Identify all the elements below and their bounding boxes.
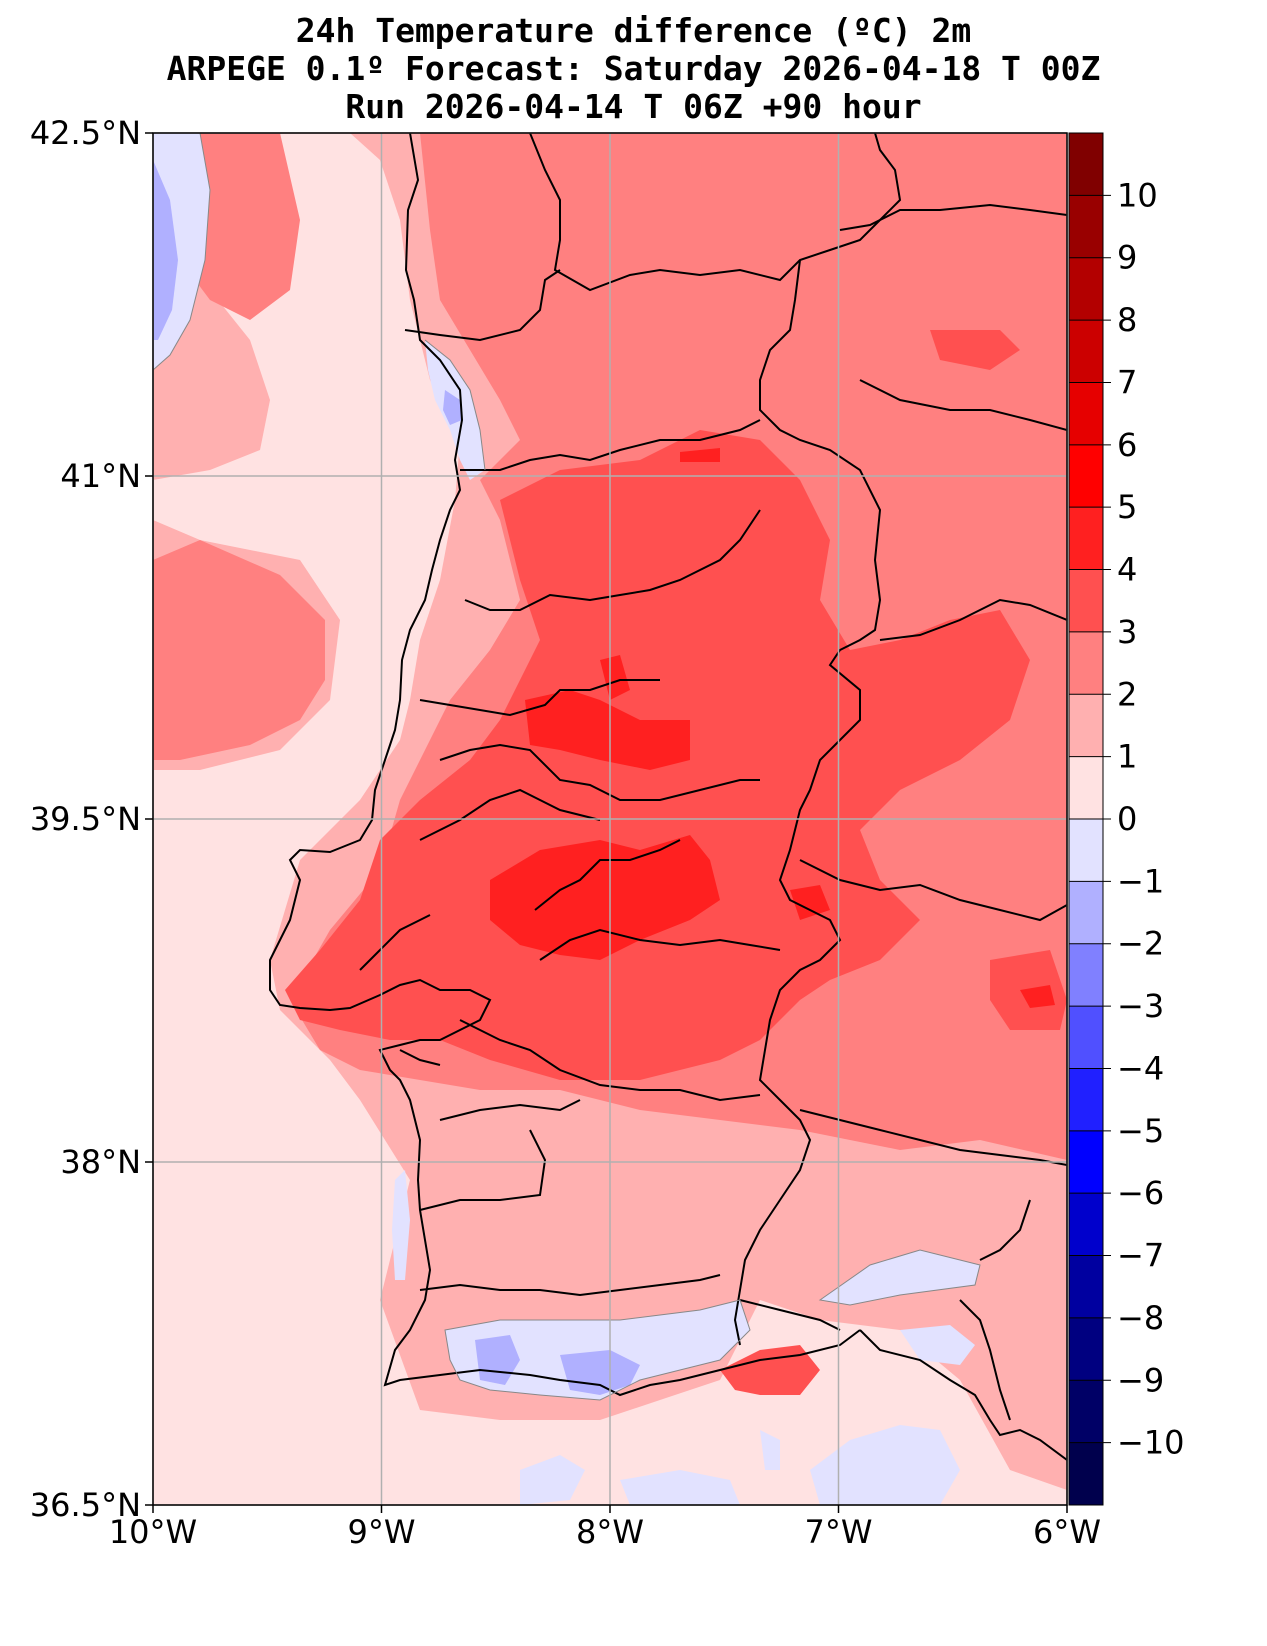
colorbar-bin-16: [1069, 1130, 1103, 1194]
lat-tick-label-0: 42.5°N: [30, 114, 141, 152]
colorbar-bin-10: [1069, 756, 1103, 819]
lat-tick-label-3: 38°N: [60, 1143, 141, 1181]
border-spain-south: [739, 1199, 1031, 1421]
field-neg-coastal-2: [443, 390, 462, 425]
field-neg-south: [520, 1425, 960, 1505]
zero-contour-nw: [153, 133, 211, 371]
colorbar-label-7: 3: [1117, 613, 1137, 651]
zero-contour-east: [818, 1249, 981, 1306]
colorbar-label-2: 8: [1117, 301, 1137, 339]
district-10: [439, 1099, 581, 1121]
colorbar-bin-0: [1069, 133, 1103, 196]
colorbar-label-6: 4: [1117, 551, 1137, 589]
contour-lines: [153, 133, 981, 1401]
district-1: [404, 269, 561, 342]
estuary-1: [359, 914, 431, 971]
colorbar-label-14: −4: [1117, 1049, 1164, 1087]
colorbar-label-16: −6: [1117, 1174, 1164, 1212]
lon-tick-label-2: 8°W: [576, 1513, 644, 1551]
field-neg-south-2: [620, 1470, 740, 1505]
colorbar-label-5: 5: [1117, 488, 1137, 526]
colorbar-bin-3: [1069, 320, 1103, 383]
colorbar-label-3: 7: [1117, 363, 1137, 401]
colorbar-bin-4: [1069, 382, 1103, 445]
colorbar-bin-11: [1069, 819, 1103, 882]
lon-tick-label-4: 6°W: [1033, 1513, 1101, 1551]
colorbar: [1068, 132, 1104, 1506]
title-line-1: 24h Temperature difference (ºC) 2m: [295, 11, 972, 50]
colorbar-bin-20: [1069, 1380, 1103, 1443]
field-bin-3-4-east: [930, 330, 1067, 1030]
colorbar-label-11: −1: [1117, 862, 1164, 900]
colorbar-bin-15: [1069, 1068, 1103, 1131]
field-neg-atlantic-nw-2: [153, 160, 178, 340]
district-3: [464, 509, 761, 611]
field-hot-south: [720, 1345, 820, 1395]
colorbar-bin-6: [1069, 507, 1103, 570]
border-spain-north: [839, 203, 1067, 231]
field-bin-2-3-offshore: [153, 133, 325, 760]
district-5: [439, 743, 760, 801]
colorbar-bin-18: [1069, 1255, 1103, 1318]
colorbar-label-0: 10: [1117, 176, 1158, 214]
borders: [269, 133, 1067, 1461]
field-neg-sw-coast: [392, 1170, 410, 1280]
colorbar-label-8: 2: [1117, 675, 1137, 713]
colorbar-label-10: 0: [1117, 800, 1137, 838]
colorbar-bin-7: [1069, 569, 1103, 632]
zero-contour-algarve: [444, 1299, 751, 1401]
colorbar-bin-14: [1069, 1006, 1103, 1069]
district-9: [459, 1019, 761, 1102]
colorbar-label-19: −9: [1117, 1361, 1164, 1399]
lat-tick-label-2: 39.5°N: [30, 800, 141, 838]
lon-tick-label-3: 7°W: [805, 1513, 873, 1551]
colorbar-bin-1: [1069, 195, 1103, 258]
zero-contour-coast: [424, 339, 486, 471]
estuary-2: [399, 1049, 441, 1066]
title-line-2: ARPEGE 0.1º Forecast: Saturday 2026-04-1…: [166, 49, 1101, 88]
lon-tick-label-1: 9°W: [348, 1513, 416, 1551]
border-east: [733, 259, 882, 1346]
colorbar-bin-5: [1069, 444, 1103, 508]
colorbar-label-1: 9: [1117, 239, 1137, 277]
colorbar-label-12: −2: [1117, 925, 1164, 963]
coastline-spain: [859, 1329, 1067, 1461]
colorbar-label-18: −8: [1117, 1299, 1164, 1337]
district-11: [419, 1129, 547, 1211]
colorbar-label-13: −3: [1117, 987, 1164, 1025]
field-neg-algarve-2: [475, 1335, 640, 1395]
colorbar-bin-17: [1069, 1193, 1103, 1256]
colorbar-bin-21: [1069, 1442, 1103, 1505]
district-7: [534, 839, 681, 911]
field-neg-east-1: [820, 1250, 980, 1305]
colorbar-bin-19: [1069, 1317, 1103, 1381]
colorbar-bin-8: [1069, 631, 1103, 695]
colorbar-label-4: 6: [1117, 426, 1137, 464]
colorbar-bin-13: [1069, 943, 1103, 1007]
colorbar-label-20: −10: [1117, 1424, 1185, 1462]
colorbar-bin-12: [1069, 881, 1103, 944]
coastline: [269, 133, 861, 1397]
title-line-3: Run 2026-04-14 T 06Z +90 hour: [345, 87, 922, 126]
district-12: [419, 1274, 721, 1297]
lat-tick-label-1: 41°N: [60, 457, 141, 495]
border-spain-mid: [799, 379, 1067, 1166]
field-bin-4-5: [490, 448, 1055, 1008]
border-portugal-spain: [529, 133, 902, 292]
colorbar-label-9: 1: [1117, 738, 1137, 776]
lat-tick-label-4: 36.5°N: [30, 1486, 141, 1524]
field-neg-east-2: [900, 1325, 975, 1365]
colorbar-label-17: −7: [1117, 1237, 1164, 1275]
lat-axis: 42.5°N 41°N 39.5°N 38°N 36.5°N: [30, 114, 153, 1524]
district-2: [460, 419, 761, 471]
colorbar-label-15: −5: [1117, 1112, 1164, 1150]
colorbar-bin-9: [1069, 694, 1103, 757]
colorbar-bin-2: [1069, 257, 1103, 321]
lon-axis: 10°W 9°W 8°W 7°W 6°W: [109, 1505, 1101, 1551]
district-8: [539, 928, 781, 961]
district-6: [419, 788, 601, 841]
lon-tick-label-0: 10°W: [109, 1513, 197, 1551]
